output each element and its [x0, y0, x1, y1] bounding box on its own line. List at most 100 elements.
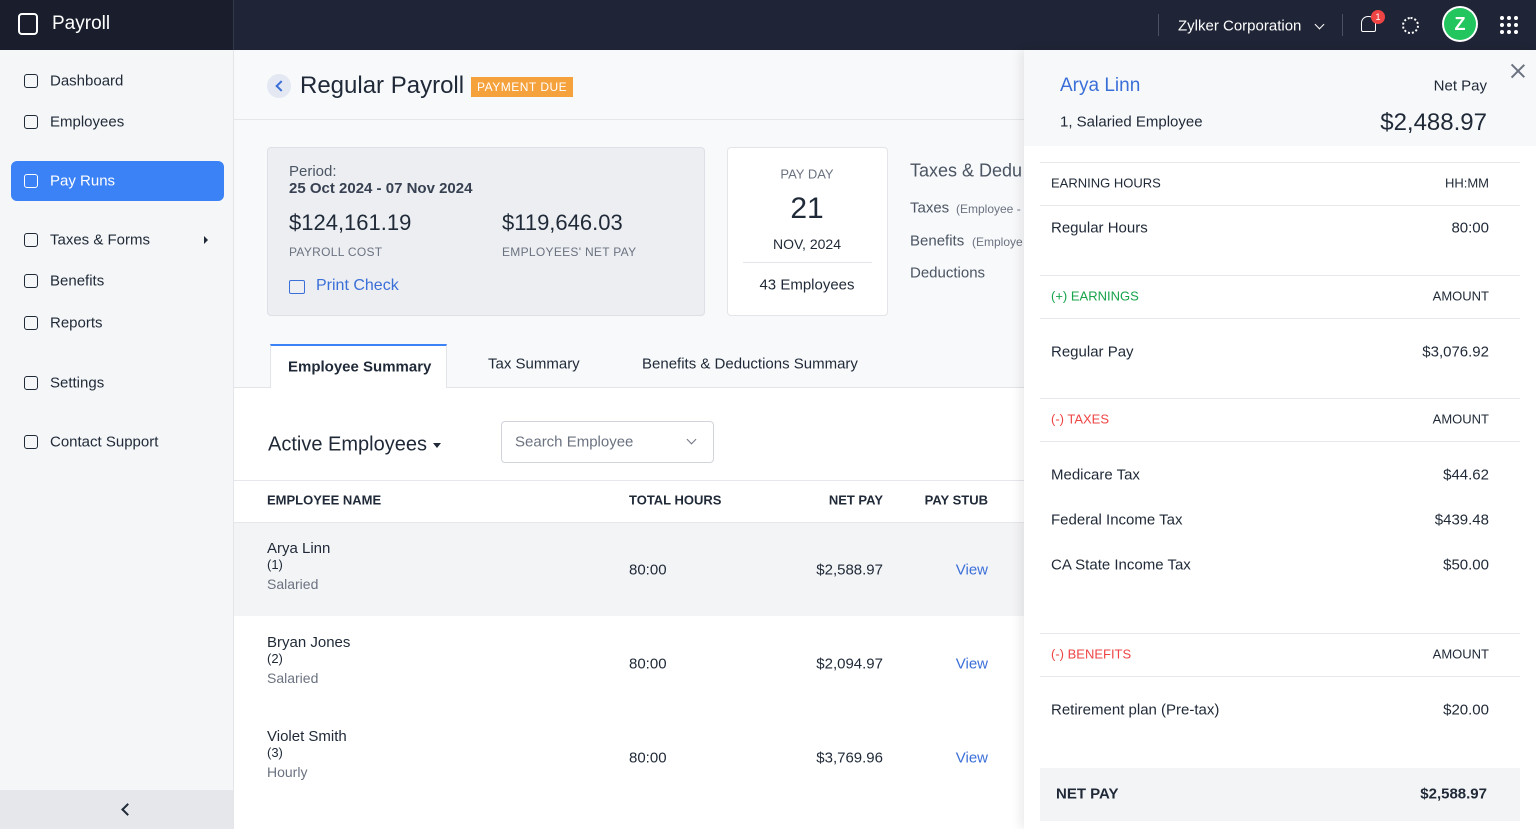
nav-item[interactable]: Dashboard [50, 72, 124, 90]
line-item-amount: $50.00 [1443, 556, 1489, 574]
nav-item[interactable]: Reports [50, 314, 103, 332]
logo-icon [18, 13, 38, 35]
nav-item[interactable]: Contact Support [50, 433, 159, 451]
line-item-amount: $20.00 [1443, 701, 1489, 719]
line-item-amount: $439.48 [1434, 511, 1489, 529]
status-badge: PAYMENT DUE [471, 77, 574, 97]
taxes-row-note: (Employee - [956, 202, 1021, 216]
net-pay: $2,094.97 [816, 655, 883, 673]
bell-icon[interactable] [1361, 16, 1376, 32]
line-item-label: Retirement plan (Pre-tax) [1051, 701, 1220, 719]
row-highlight [234, 523, 1024, 616]
employees-net-pay: $119,646.03 [502, 210, 623, 235]
nav-item[interactable]: Employees [50, 113, 125, 131]
submenu-caret [204, 236, 208, 244]
employee-filter[interactable]: Active Employees [268, 433, 427, 456]
column-header: TOTAL HOURS [629, 492, 722, 508]
line-item-label: Medicare Tax [1051, 466, 1140, 484]
search-box[interactable] [501, 421, 714, 463]
nav-icon [24, 174, 38, 188]
pay-stub-link[interactable]: View [955, 561, 988, 579]
line-item-label: CA State Income Tax [1051, 556, 1191, 574]
nav-item[interactable]: Benefits [50, 272, 105, 290]
collapse-bar[interactable] [0, 790, 233, 829]
tab-active [270, 344, 447, 388]
grid-dot [1507, 16, 1511, 20]
net-pay: $2,588.97 [816, 561, 883, 579]
employee-id: (3) [267, 745, 283, 760]
grid-dot [1507, 30, 1511, 34]
employee-name[interactable]: Violet Smith (3) [267, 728, 347, 760]
apps-grid[interactable] [1500, 16, 1518, 34]
net-pay-amount: $2,488.97 [1380, 109, 1487, 136]
line-item-amount: 80:00 [1451, 219, 1489, 237]
line-item-amount: $44.62 [1443, 466, 1489, 484]
nav-icon [24, 74, 38, 88]
nav-icon [24, 376, 38, 390]
section-unit: AMOUNT [1432, 646, 1489, 662]
employee-name[interactable]: Arya Linn (1) [267, 540, 330, 572]
pay-day-date: 21 [790, 192, 824, 225]
tab[interactable]: Employee Summary [288, 358, 432, 376]
employee-name-text: Arya Linn [267, 540, 331, 557]
total-bar [1040, 768, 1520, 821]
period-label: Period: [289, 163, 337, 180]
period-line: Period: 25 Oct 2024 - 07 Nov 2024 [289, 163, 472, 197]
section-title: (-) TAXES [1051, 411, 1110, 427]
tab[interactable]: Tax Summary [488, 355, 580, 373]
page-title: Regular Payroll [300, 72, 465, 99]
table-line [234, 522, 1024, 523]
line-item-amount: $3,076.92 [1422, 343, 1489, 361]
section-line [1040, 441, 1520, 442]
column-header: NET PAY [828, 492, 883, 508]
section-line [1040, 633, 1520, 634]
divider [1158, 14, 1159, 36]
line-item-label: Regular Pay [1051, 343, 1134, 361]
line-item-label: Federal Income Tax [1051, 511, 1183, 529]
nav-icon [24, 233, 38, 247]
logo-area [0, 0, 234, 50]
section-line [1040, 318, 1520, 319]
nav-icon [24, 115, 38, 129]
back-button[interactable] [267, 74, 291, 98]
employee-name-text: Bryan Jones [267, 634, 351, 651]
table-line [234, 480, 1024, 481]
section-line [1040, 162, 1520, 163]
print-icon [289, 280, 305, 294]
net-pay-label: Net Pay [1433, 77, 1487, 95]
top-bar [0, 0, 1536, 50]
payroll-cost-label: PAYROLL COST [289, 245, 383, 259]
payroll-cost: $124,161.19 [289, 210, 412, 235]
employee-count: 43 Employees [759, 276, 855, 294]
employee-name[interactable]: Bryan Jones (2) [267, 634, 350, 666]
nav-item[interactable]: Pay Runs [50, 172, 116, 190]
taxes-row-label: Taxes [910, 199, 950, 217]
detail-header [1024, 50, 1536, 146]
total-label: NET PAY [1056, 785, 1119, 803]
search-placeholder: Search Employee [515, 433, 634, 451]
summary-card [267, 147, 705, 316]
taxes-title: Taxes & Dedu [910, 160, 1023, 181]
avatar[interactable]: Z [1444, 8, 1476, 40]
divider [1342, 14, 1343, 36]
grid-dot [1500, 16, 1504, 20]
org-switcher[interactable]: Zylker Corporation [1178, 17, 1302, 35]
taxes-row-note: (Employe [972, 234, 1023, 249]
section-line [1040, 398, 1520, 399]
tabs-divider [234, 387, 1024, 388]
grid-dot [1514, 23, 1518, 27]
tab[interactable]: Benefits & Deductions Summary [642, 355, 858, 373]
pay-stub-link[interactable]: View [955, 655, 988, 673]
pay-day-card [727, 147, 888, 316]
nav-item[interactable]: Settings [50, 374, 105, 392]
taxes-row-label: Benefits [910, 232, 965, 249]
employee-type: Salaried [267, 576, 319, 592]
pay-stub-link[interactable]: View [955, 749, 988, 767]
settings-icon[interactable] [1402, 17, 1419, 34]
header-divider [234, 119, 1024, 120]
print-check-link[interactable]: Print Check [316, 277, 399, 294]
taxes-row-label: Deductions [910, 264, 986, 282]
nav-item[interactable]: Taxes & Forms [50, 231, 151, 249]
grid-dot [1514, 30, 1518, 34]
